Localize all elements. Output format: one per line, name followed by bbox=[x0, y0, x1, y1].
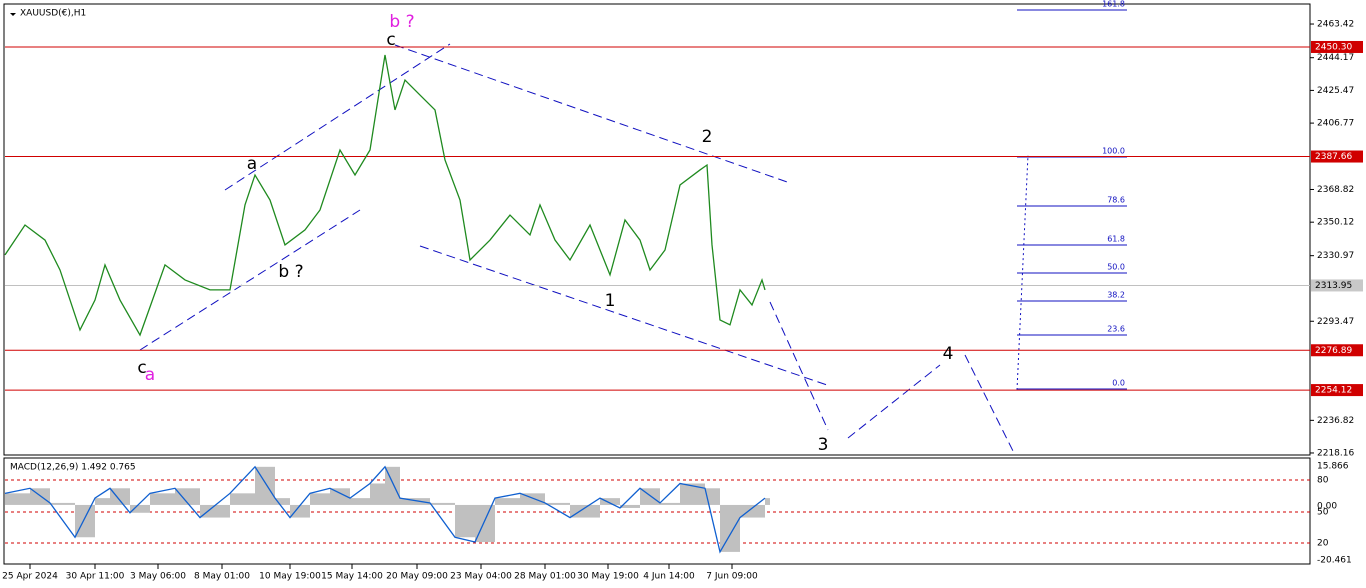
fib-label: 50.0 bbox=[1107, 263, 1125, 272]
wave-label: a bbox=[145, 365, 155, 385]
y-tick-label: 2350.12 bbox=[1317, 218, 1354, 228]
macd-bar bbox=[150, 493, 175, 505]
macd-bar bbox=[255, 466, 275, 505]
wave-label: 2 bbox=[702, 127, 713, 147]
macd-bar bbox=[495, 498, 520, 505]
macd-bar bbox=[370, 483, 385, 505]
wave-label: b ? bbox=[278, 262, 303, 282]
current-box bbox=[1311, 279, 1363, 292]
price-line bbox=[4, 54, 766, 337]
x-tick-label: 30 Apr 11:00 bbox=[66, 572, 125, 582]
x-tick-label: 10 May 19:00 bbox=[259, 572, 321, 582]
y-tick-label: 2463.42 bbox=[1317, 20, 1354, 30]
macd-bar bbox=[95, 498, 110, 505]
y-tick-label: 2236.82 bbox=[1317, 416, 1354, 426]
macd-bar bbox=[430, 502, 455, 505]
x-tick-label: 7 Jun 09:00 bbox=[706, 572, 758, 582]
macd-axis-label: 50 bbox=[1317, 508, 1329, 518]
level-label: 2276.89 bbox=[1315, 346, 1352, 356]
macd-bar bbox=[75, 504, 95, 538]
macd-bar bbox=[290, 504, 310, 518]
level-box bbox=[1311, 384, 1363, 397]
fib-label: 38.2 bbox=[1107, 291, 1125, 300]
y-tick-label: 2444.17 bbox=[1317, 53, 1354, 63]
macd-axis-label: -20.461 bbox=[1317, 556, 1352, 566]
macd-bar bbox=[350, 498, 370, 505]
x-tick-label: 30 May 19:00 bbox=[577, 572, 639, 582]
x-tick-label: 25 Apr 2024 bbox=[2, 572, 58, 582]
y-tick-label: 2425.47 bbox=[1317, 86, 1354, 96]
wave-label: c bbox=[386, 30, 395, 50]
main-frame bbox=[3, 3, 1311, 456]
macd-bar bbox=[600, 498, 620, 505]
x-tick-label: 3 May 06:00 bbox=[130, 572, 186, 582]
symbol-label: XAUUSD(€),H1 bbox=[20, 9, 86, 19]
level-label: 2254.12 bbox=[1315, 386, 1352, 396]
level-box bbox=[1311, 150, 1363, 163]
macd-bar bbox=[570, 504, 600, 518]
macd-bar bbox=[660, 502, 680, 505]
wave-label: 1 bbox=[605, 291, 616, 311]
macd-bar bbox=[175, 488, 200, 505]
x-tick-label: 4 Jun 14:00 bbox=[643, 572, 695, 582]
y-tick-label: 2330.97 bbox=[1317, 251, 1354, 261]
fib-label: 78.6 bbox=[1107, 196, 1125, 205]
macd-bar bbox=[620, 504, 640, 508]
macd-bar bbox=[5, 493, 30, 505]
macd-bar bbox=[110, 488, 130, 505]
macd-bar bbox=[400, 498, 430, 505]
y-tick-label: 2406.77 bbox=[1317, 119, 1354, 129]
macd-bar bbox=[130, 504, 150, 513]
macd-frame bbox=[3, 457, 1311, 565]
menu-arrow[interactable] bbox=[10, 13, 16, 16]
wave-label: a bbox=[247, 154, 257, 174]
fib-label: 100.0 bbox=[1102, 147, 1125, 156]
wave-label: b ? bbox=[389, 12, 414, 32]
macd-line bbox=[4, 465, 766, 554]
macd-bar bbox=[545, 502, 570, 505]
level-label: 2450.30 bbox=[1315, 42, 1352, 52]
macd-bar bbox=[310, 493, 330, 505]
trend-lines bbox=[139, 43, 1029, 456]
macd-axis-label: 15.866 bbox=[1317, 462, 1349, 472]
macd-bar bbox=[330, 488, 350, 505]
macd-bar bbox=[680, 483, 705, 505]
x-tick-label: 20 May 09:00 bbox=[386, 572, 448, 582]
fib-label: 0.0 bbox=[1112, 379, 1125, 388]
level-label: 2387.66 bbox=[1315, 152, 1352, 162]
macd-title: MACD(12,26,9) 1.492 0.765 bbox=[10, 463, 136, 473]
level-box bbox=[1311, 40, 1363, 53]
macd-bar bbox=[720, 504, 740, 552]
macd-bar bbox=[765, 498, 770, 505]
macd-bar bbox=[455, 504, 475, 538]
wave-label: c bbox=[137, 358, 146, 378]
macd-bar bbox=[200, 504, 230, 518]
macd-axis-label: 80 bbox=[1317, 476, 1329, 486]
wave-label: 4 bbox=[943, 344, 954, 364]
macd-bar bbox=[275, 498, 290, 505]
y-tick-label: 2368.82 bbox=[1317, 185, 1354, 195]
macd-axis-label: 20 bbox=[1317, 539, 1329, 549]
macd-bar bbox=[50, 502, 75, 505]
fib-label: 161.8 bbox=[1102, 0, 1125, 9]
x-tick-label: 8 May 01:00 bbox=[194, 572, 250, 582]
macd-axis-label: 0.00 bbox=[1317, 502, 1337, 512]
macd-bar bbox=[740, 504, 765, 518]
macd-bar bbox=[230, 493, 255, 505]
current-label: 2313.95 bbox=[1315, 281, 1352, 291]
y-tick-label: 2293.47 bbox=[1317, 317, 1354, 327]
macd-bar bbox=[385, 466, 400, 505]
y-tick-label: 2218.16 bbox=[1317, 448, 1354, 458]
level-box bbox=[1311, 344, 1363, 357]
macd-bar bbox=[475, 504, 495, 543]
macd-bar bbox=[520, 493, 545, 505]
macd-bar bbox=[705, 488, 720, 505]
x-tick-label: 28 May 01:00 bbox=[514, 572, 576, 582]
x-tick-label: 15 May 14:00 bbox=[321, 572, 383, 582]
fib-label: 23.6 bbox=[1107, 325, 1125, 334]
fib-label: 61.8 bbox=[1107, 235, 1125, 244]
x-tick-label: 23 May 04:00 bbox=[450, 572, 512, 582]
wave-label: 3 bbox=[818, 435, 829, 455]
